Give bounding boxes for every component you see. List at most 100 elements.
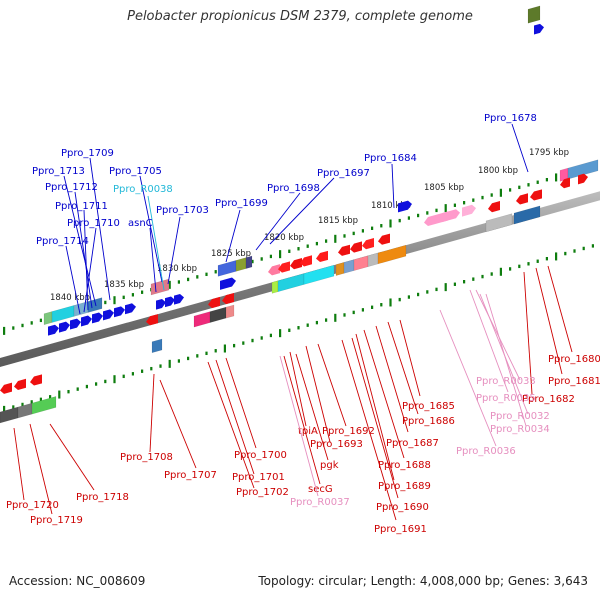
scale-tick-bottom: [251, 338, 254, 343]
label-leader-line: [147, 195, 165, 291]
scale-tick-top: [21, 323, 24, 328]
scale-tick-top: [481, 195, 484, 200]
gene-label-bottom: Ppro_1692: [322, 426, 375, 437]
gene-arrow-top: [534, 23, 544, 35]
gene-label-bottom: Ppro_1707: [164, 470, 217, 481]
scale-tick-top: [251, 259, 254, 264]
gene-label-top: Ppro_1705: [109, 166, 162, 177]
label-leader-line: [375, 325, 409, 433]
label-leader-line: [49, 423, 95, 491]
scale-tick-bottom: [12, 405, 15, 409]
scale-tick-bottom: [122, 374, 125, 379]
scale-tick-top: [509, 188, 512, 192]
label-leader-line: [485, 293, 527, 427]
label-leader-line: [547, 265, 573, 353]
gene-arrow-top: [92, 312, 103, 324]
scale-tick-bottom: [95, 382, 98, 386]
scale-tick-top: [343, 234, 346, 238]
gene-arrow-bottom: [378, 233, 390, 245]
gene-block-bottom: [151, 338, 163, 354]
gene-label-bottom: Ppro_1682: [522, 394, 575, 405]
scale-tick-bottom: [407, 295, 410, 299]
scale-tick-top: [435, 208, 438, 213]
scale-tick-bottom: [343, 313, 346, 317]
gene-label-top: Ppro_1697: [317, 168, 370, 179]
scale-tick-top: [214, 270, 217, 274]
gene-label-top: Ppro_1712: [45, 182, 98, 193]
scale-tick-top: [545, 177, 548, 182]
gene-block-bottom: [353, 255, 369, 271]
label-leader-line: [65, 245, 81, 315]
gene-label-bottom: Ppro_1693: [310, 439, 363, 450]
scale-tick-bottom: [196, 354, 199, 358]
scale-tick-bottom: [499, 267, 502, 276]
scale-tick-top: [30, 321, 33, 325]
gene-block-bottom: [513, 205, 541, 225]
gene-block-bottom: [31, 396, 57, 415]
label-leader-line: [279, 355, 319, 497]
scale-label: 1820 kbp: [264, 233, 304, 243]
label-leader-line: [89, 157, 111, 301]
scale-tick-bottom: [435, 287, 438, 292]
gene-block-bottom: [0, 406, 19, 424]
label-leader-line: [207, 361, 255, 489]
gene-label-bottom: Ppro_1708: [120, 452, 173, 463]
gene-block-bottom: [209, 306, 227, 323]
label-leader-line: [225, 209, 241, 263]
scale-tick-bottom: [150, 366, 153, 371]
gene-block-bottom: [485, 213, 513, 233]
gene-label-bottom: Ppro_1718: [76, 492, 129, 503]
gene-label-bottom: Ppro_1685: [402, 401, 455, 412]
scale-tick-bottom: [361, 308, 364, 312]
scale-label: 1815 kbp: [318, 216, 358, 226]
gene-label-bottom: Ppro_1700: [234, 450, 287, 461]
scale-tick-bottom: [3, 405, 6, 414]
gene-arrow-bottom: [0, 382, 12, 394]
gene-block-bottom: [343, 259, 355, 274]
scale-tick-bottom: [269, 333, 272, 338]
scale-tick-bottom: [371, 305, 374, 309]
gene-block-top: [527, 5, 541, 24]
scale-tick-bottom: [352, 310, 355, 315]
label-leader-line: [295, 353, 329, 461]
scale-tick-bottom: [76, 387, 79, 391]
gene-arrow-bottom: [278, 261, 290, 273]
gene-arrow-top: [156, 298, 166, 310]
label-leader-line: [255, 192, 301, 251]
scale-tick-top: [39, 318, 42, 323]
scale-label: 1830 kbp: [157, 264, 197, 274]
scale-tick-bottom: [472, 277, 475, 281]
label-leader-line: [283, 355, 321, 485]
gene-arrow-bottom: [146, 314, 158, 326]
gene-arrow-bottom: [300, 255, 312, 267]
label-leader-line: [391, 163, 395, 209]
scale-tick-bottom: [205, 351, 208, 356]
label-leader-line: [399, 319, 421, 397]
gene-block-top: [51, 305, 75, 323]
gene-label-bottom: pgk: [320, 460, 339, 471]
scale-tick-bottom: [426, 290, 429, 294]
scale-tick-bottom: [67, 389, 70, 394]
gene-block-top: [43, 311, 53, 326]
scale-tick-bottom: [30, 400, 33, 404]
gene-arrow-top: [114, 306, 125, 318]
gene-label-top: Ppro_1709: [61, 148, 114, 159]
scale-tick-bottom: [297, 326, 300, 330]
scale-tick-top: [417, 213, 420, 218]
scale-tick-bottom: [334, 313, 337, 322]
gene-label-bottom: Ppro_1702: [236, 487, 289, 498]
label-leader-line: [139, 175, 163, 283]
accession-label: Accession: NC_008609: [9, 574, 146, 588]
label-leader-line: [355, 333, 395, 481]
scale-tick-bottom: [233, 343, 236, 348]
gene-block-bottom: [335, 262, 345, 276]
scale-label: 1825 kbp: [211, 249, 251, 259]
scale-tick-top: [555, 173, 558, 182]
gene-label-bottom: Ppro_1687: [386, 438, 439, 449]
gene-arrow-top: [70, 318, 81, 330]
gene-block-top: [87, 297, 103, 313]
gene-arrow-bottom: [516, 193, 528, 205]
scale-label: 1795 kbp: [529, 148, 569, 158]
gene-block-top: [217, 260, 237, 277]
